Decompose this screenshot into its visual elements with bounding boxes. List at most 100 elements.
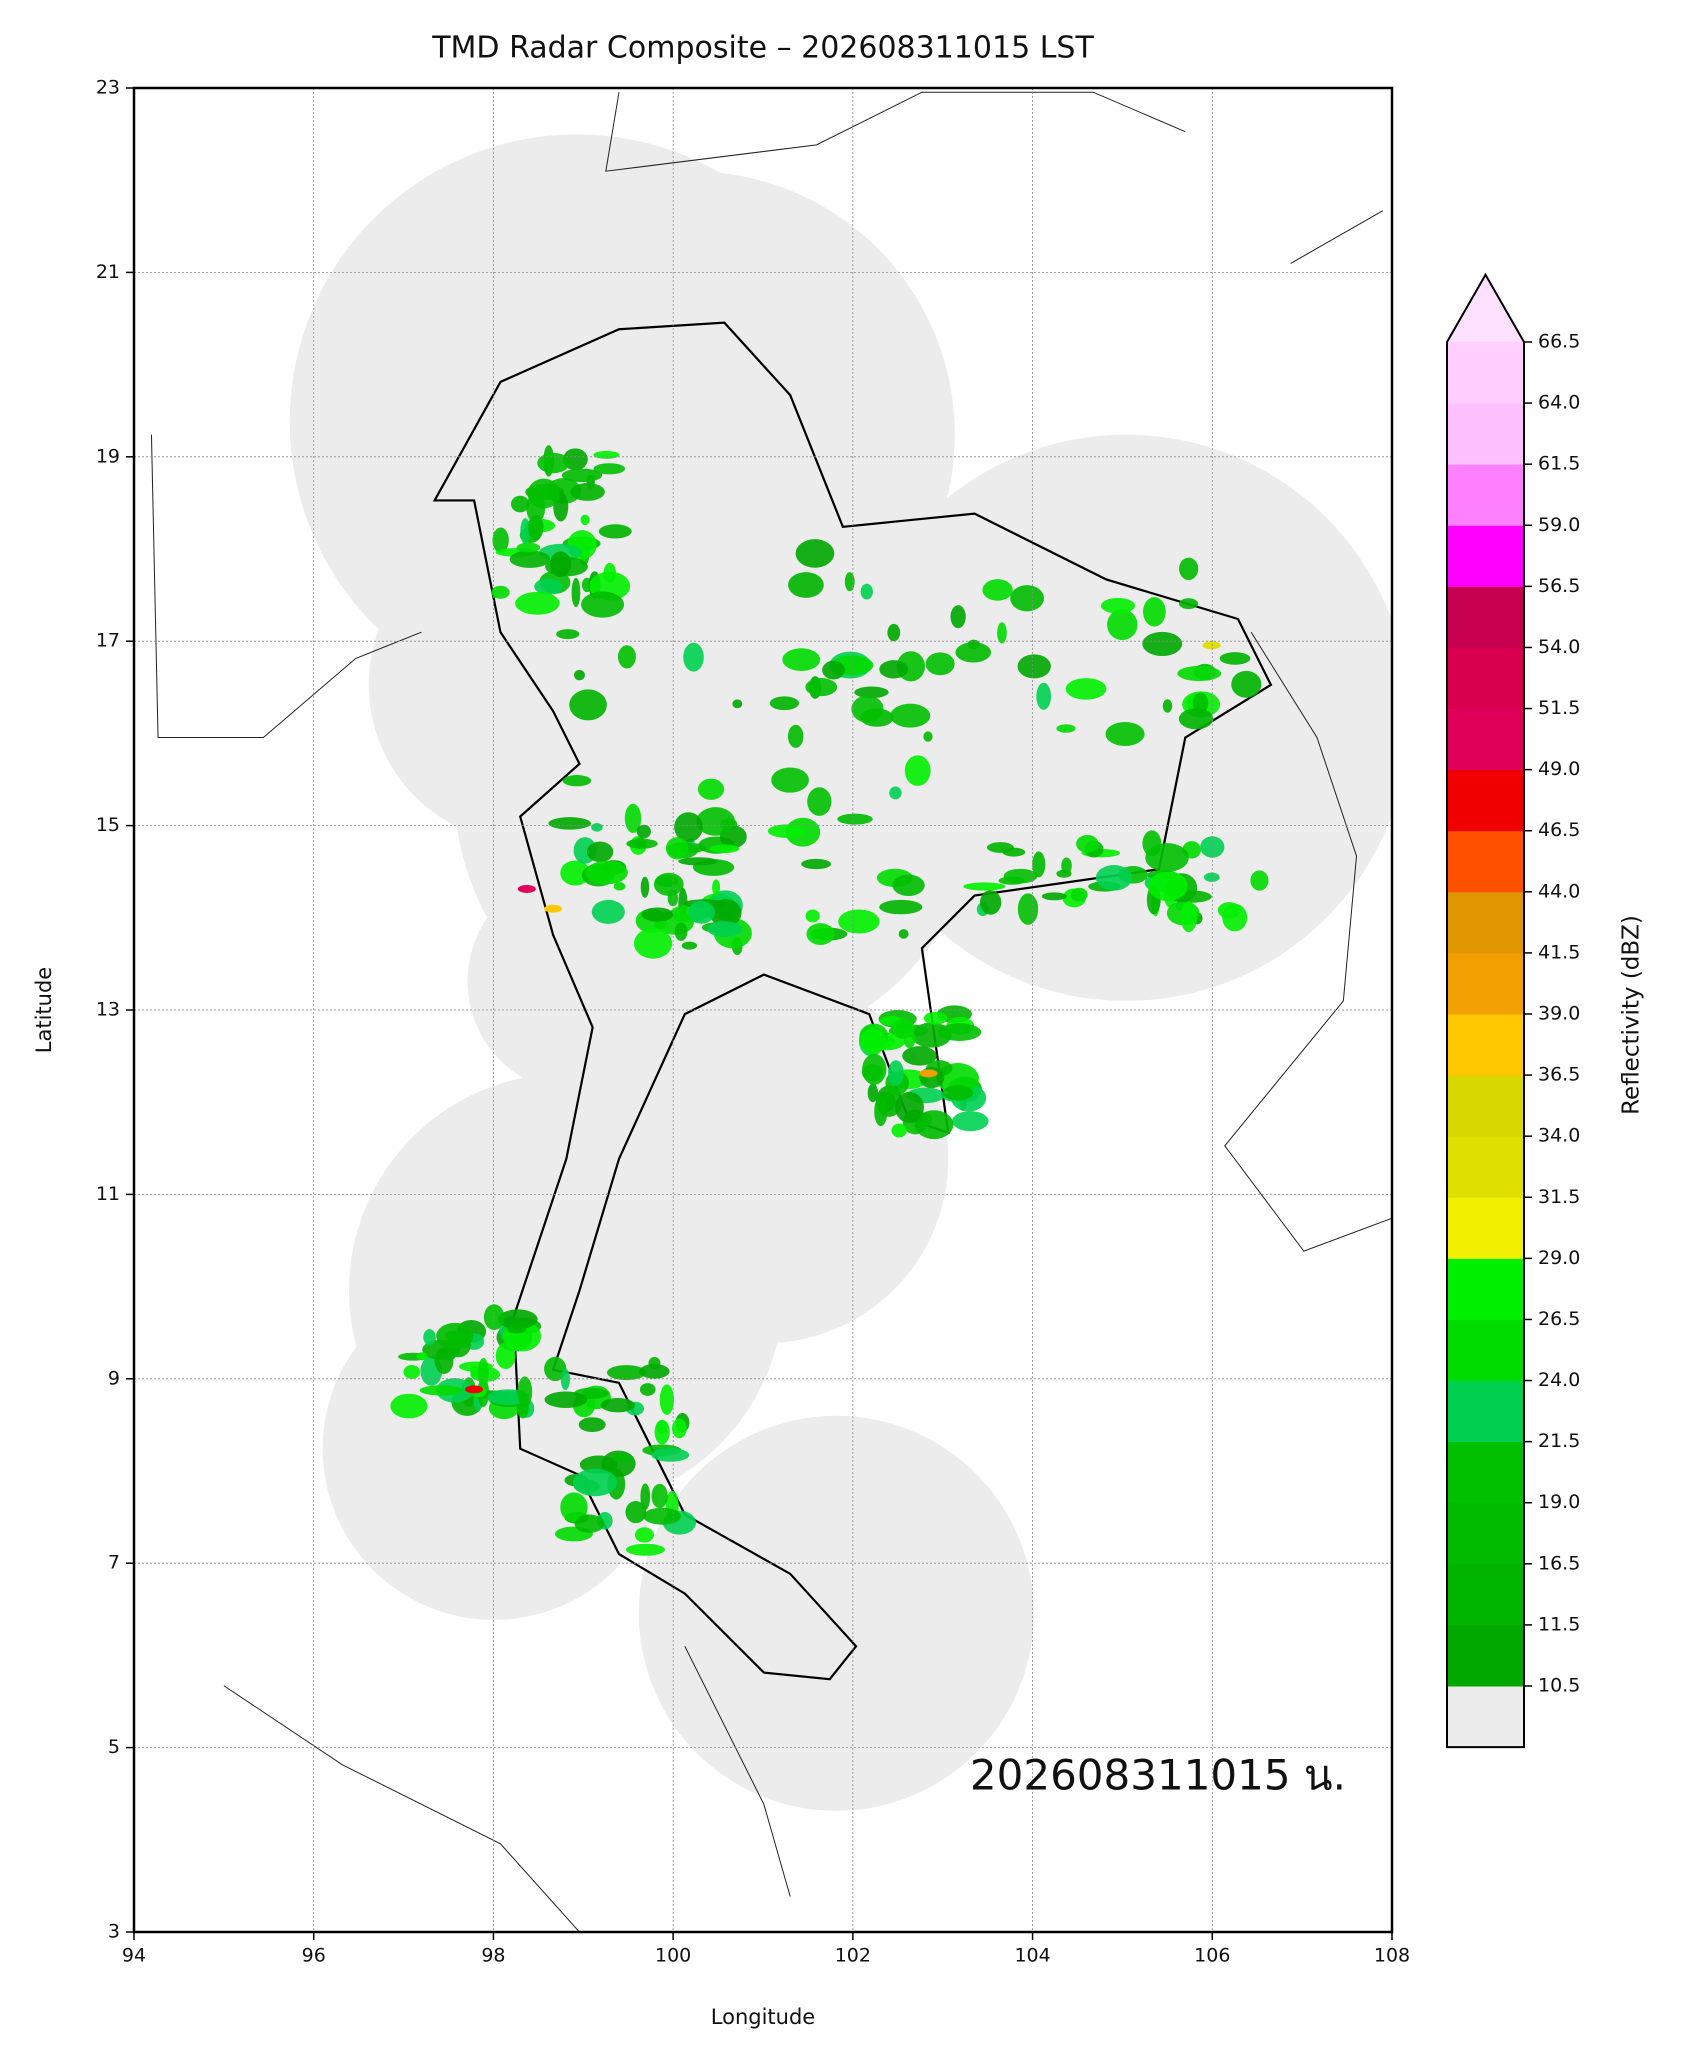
colorbar-segment (1447, 403, 1524, 465)
radar-echo (654, 1419, 670, 1445)
radar-echo (527, 478, 560, 509)
radar-echo (696, 807, 735, 836)
radar-echo (549, 551, 572, 578)
radar-echo (707, 921, 743, 937)
colorbar-tick-label: 11.5 (1538, 1613, 1580, 1635)
x-tick-label: 104 (1014, 1945, 1050, 1967)
colorbar-segment (1447, 708, 1524, 771)
radar-echo (1179, 598, 1199, 610)
colorbar-segment (1447, 769, 1524, 832)
radar-echo (874, 1096, 888, 1127)
radar-echo (806, 923, 835, 945)
radar-echo-strong (919, 1069, 938, 1078)
radar-echo (572, 1468, 618, 1497)
radar-echo (889, 786, 902, 800)
colorbar-tick-label: 51.5 (1538, 697, 1580, 719)
colorbar-tick-label: 19.0 (1538, 1491, 1580, 1513)
radar-echo (528, 514, 544, 540)
radar-echo (801, 858, 832, 870)
radar-echo (805, 678, 838, 697)
coastline (150, 434, 422, 739)
radar-echo (593, 463, 626, 475)
colorbar-tick-label: 64.0 (1538, 392, 1580, 414)
colorbar-tick-label: 61.5 (1538, 453, 1580, 475)
radar-echo (419, 1385, 463, 1396)
colorbar-segment (1447, 1197, 1524, 1259)
radar-echo (578, 1417, 606, 1433)
colorbar-tick-label: 44.0 (1538, 880, 1580, 902)
radar-echo (1002, 847, 1026, 857)
radar-echo (851, 695, 884, 723)
radar-echo (837, 813, 873, 825)
colorbar-segment (1447, 1014, 1524, 1076)
colorbar-segment (1447, 586, 1524, 648)
colorbar-tick-label: 16.5 (1538, 1552, 1580, 1574)
radar-echo (544, 1356, 567, 1382)
radar-echo (914, 1110, 954, 1140)
radar-echo (904, 755, 931, 786)
radar-coverage (579, 1185, 791, 1397)
radar-echo (534, 578, 563, 595)
y-tick-label: 23 (96, 77, 120, 99)
timestamp: 202608311015 น. (970, 1751, 1346, 1800)
radar-echo (683, 642, 704, 672)
radar-echo (681, 941, 698, 950)
colorbar-segment (1447, 647, 1524, 710)
radar-echo (1231, 670, 1262, 698)
radar-echo (672, 1418, 687, 1439)
radar-echo (574, 669, 585, 681)
colorbar-extend (1447, 274, 1524, 342)
radar-echo (641, 907, 674, 922)
colorbar-tick-label: 10.5 (1538, 1675, 1580, 1697)
y-tick-label: 5 (108, 1736, 120, 1758)
radar-echo (612, 1454, 632, 1464)
radar-echo (805, 909, 820, 923)
colorbar-tick-label: 29.0 (1538, 1247, 1580, 1269)
y-tick-label: 17 (96, 630, 120, 652)
radar-echo (1200, 836, 1225, 858)
radar-echo (838, 909, 880, 934)
radar-echo (606, 1365, 646, 1381)
radar-echo (562, 775, 592, 787)
radar-echo (544, 1391, 588, 1408)
radar-echo-strong (1202, 641, 1221, 650)
radar-echo (979, 890, 1002, 915)
radar-echo (879, 899, 923, 915)
radar-echo (787, 724, 804, 748)
map-title: TMD Radar Composite – 202608311015 LST (431, 31, 1094, 66)
radar-echo (788, 572, 824, 598)
radar-echo (560, 1368, 570, 1391)
radar-echo (600, 1398, 636, 1413)
radar-echo (950, 605, 966, 629)
radar-echo-strong (465, 1385, 484, 1394)
radar-echo (862, 1053, 887, 1085)
radar-echo (665, 837, 689, 860)
y-tick-label: 9 (108, 1367, 120, 1389)
radar-echo (732, 699, 743, 709)
radar-echo (625, 1501, 647, 1524)
radar-echo (497, 1309, 538, 1330)
radar-echo (963, 882, 1006, 891)
y-tick-label: 19 (96, 445, 120, 467)
radar-echo (1032, 851, 1046, 878)
radar-echo (624, 803, 642, 833)
radar-echo (495, 1342, 516, 1369)
colorbar-tick-label: 34.0 (1538, 1125, 1580, 1147)
axes-frame (132, 86, 1394, 1934)
radar-echo (1180, 901, 1198, 933)
colorbar-tick-label: 66.5 (1538, 331, 1580, 353)
radar-echo (674, 812, 703, 843)
radar-echo (436, 1322, 474, 1349)
radar-echo (903, 1030, 916, 1049)
country-border (432, 321, 1273, 1681)
radar-echo (625, 1543, 665, 1556)
x-tick-label: 96 (302, 1945, 326, 1967)
radar-echo (712, 879, 721, 896)
radar-echo (515, 591, 560, 615)
radar-echo (613, 882, 626, 891)
radar-echo (548, 817, 592, 830)
colorbar-tick-label: 31.5 (1538, 1186, 1580, 1208)
radar-echo (1177, 665, 1222, 682)
radar-echo (477, 1357, 489, 1388)
radar-echo (1010, 585, 1045, 612)
